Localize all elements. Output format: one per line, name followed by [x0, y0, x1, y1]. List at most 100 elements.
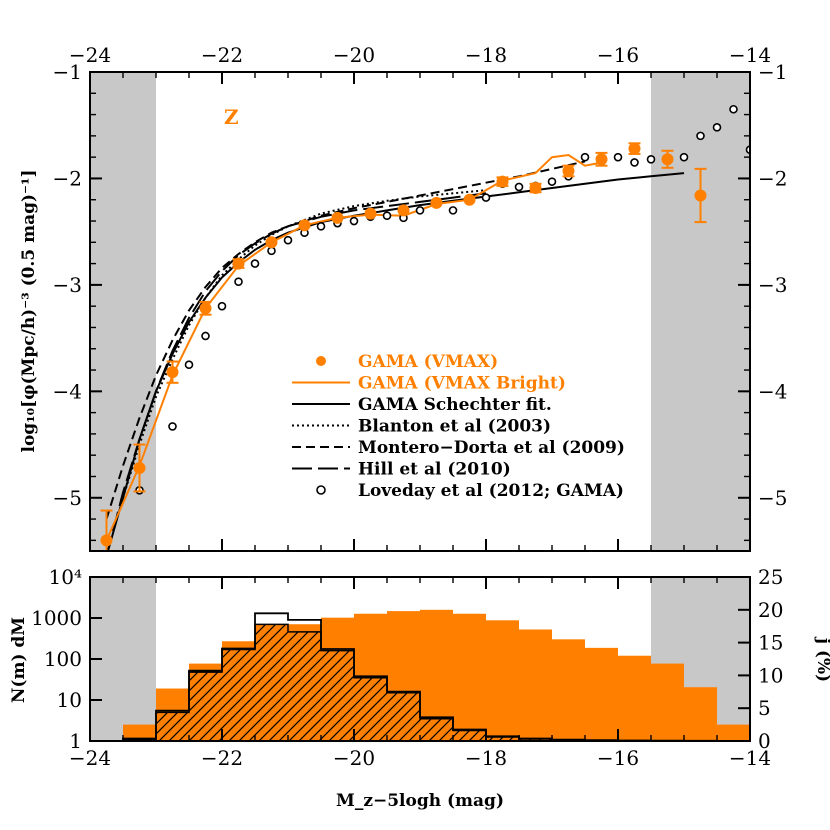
vmax-point — [298, 219, 311, 232]
legend-label: Hill et al (2010) — [358, 460, 511, 480]
legend-swatch-loveday — [316, 485, 326, 495]
loveday-point — [729, 104, 738, 114]
loveday-point — [630, 158, 639, 167]
top-y-tick-label-right: −5 — [758, 486, 787, 510]
count-bar — [156, 712, 189, 741]
j-percent-bar — [552, 639, 585, 741]
vmax-point — [100, 534, 113, 547]
top-x-tick-label: −14 — [729, 43, 771, 67]
top-y-tick-label-left: −3 — [53, 273, 82, 297]
curve-montero-dorta-et-al-2009- — [105, 160, 586, 520]
vmax-point — [166, 366, 179, 379]
count-bar — [420, 718, 453, 741]
vmax-point — [595, 153, 608, 166]
bottom-x-tick-label: −16 — [597, 746, 639, 770]
count-bar — [387, 692, 420, 741]
top-x-tick-label: −22 — [201, 43, 243, 67]
vmax-point — [397, 204, 410, 217]
top-y-tick-label-right: −4 — [758, 379, 787, 403]
loveday-point — [415, 206, 425, 215]
j-percent-bar — [618, 655, 651, 741]
loveday-point — [201, 331, 210, 341]
vmax-point — [133, 461, 146, 474]
shade-region-top-1 — [651, 72, 750, 551]
count-bar — [486, 737, 519, 741]
vmax-point — [529, 182, 542, 195]
loveday-point — [349, 216, 359, 226]
panel-label: Z — [224, 105, 239, 129]
legend-label: Loveday et al (2012; GAMA) — [358, 481, 624, 501]
bottom-panel-ticks: −24 −22 −20 −18 −16 −14 1 10 100 1000 10⁴ 0 5 10 15 20 2… — [31, 565, 783, 770]
loveday-point — [696, 131, 705, 141]
j-percent-bar — [453, 613, 486, 741]
loveday-point — [283, 235, 293, 245]
bottom-left-y-tick-label: 1 — [69, 729, 82, 753]
top-x-tick-label: −24 — [69, 43, 111, 67]
bottom-left-y-axis-label: N(m) dM — [9, 617, 29, 703]
bottom-x-tick-label: −18 — [465, 746, 507, 770]
top-y-tick-label-right: −1 — [758, 60, 787, 84]
bottom-right-y-tick-label: 0 — [758, 729, 771, 753]
count-bar — [321, 650, 354, 741]
histogram-bars — [122, 609, 750, 741]
vmax-point — [496, 175, 509, 188]
top-x-tick-label: −16 — [597, 43, 639, 67]
x-axis-label: M_z−5logh (mag) — [336, 791, 504, 811]
top-y-tick-label-left: −2 — [53, 166, 82, 190]
loveday-point — [613, 152, 623, 162]
loveday-point — [712, 123, 722, 132]
count-bar — [189, 672, 222, 741]
vmax-point — [694, 189, 707, 202]
luminosity-function-panel: −24 −22 −20 −18 −16 −14 −5 −5 −4 −4 −3 −3 −2 −2 −1 −1 Z… — [19, 43, 787, 552]
legend: GAMA (VMAX)GAMA (VMAX Bright)GAMA Schech… — [292, 352, 625, 501]
loveday-point — [250, 259, 260, 268]
j-percent-bar — [684, 687, 717, 741]
loveday-point — [217, 301, 227, 311]
legend-label: Montero−Dorta et al (2009) — [358, 438, 625, 458]
bottom-left-y-tick-label: 10 — [57, 688, 82, 712]
loveday-point — [168, 422, 177, 431]
loveday-point — [184, 360, 194, 370]
curve-hill-et-al-2010- — [106, 192, 487, 551]
count-bar — [354, 677, 387, 741]
top-panel-ticks: −24 −22 −20 −18 −16 −14 −5 −5 −4 −4 −3 −3 −2 −2 −1 −1 — [53, 43, 787, 551]
bottom-right-y-tick-label: 5 — [758, 696, 771, 720]
top-y-axis-label: log₁₀[φ(Mpc/h)⁻³ (0.5 mag)⁻¹] — [19, 170, 39, 453]
loveday-point — [234, 277, 243, 286]
top-y-tick-label-right: −3 — [758, 273, 787, 297]
legend-label: Blanton et al (2003) — [358, 417, 551, 437]
bottom-left-y-tick-label: 1000 — [31, 606, 82, 630]
bottom-right-y-tick-label: 20 — [758, 598, 783, 622]
vmax-point — [199, 302, 212, 315]
bottom-x-tick-label: −14 — [729, 746, 771, 770]
vmax-point — [232, 257, 245, 270]
top-x-tick-label: −20 — [333, 43, 375, 67]
bottom-x-tick-label: −20 — [333, 746, 375, 770]
bottom-right-y-tick-label: 10 — [758, 663, 783, 687]
j-percent-bar — [717, 724, 750, 741]
loveday-point — [580, 152, 590, 162]
count-bar — [288, 631, 321, 741]
bottom-right-y-axis-label: j (%) — [813, 636, 830, 682]
top-y-tick-label-right: −2 — [758, 166, 787, 190]
bottom-right-y-tick-label: 15 — [758, 631, 783, 655]
legend-label: GAMA (VMAX) — [358, 352, 498, 372]
loveday-point — [481, 193, 491, 202]
vmax-point — [562, 164, 575, 177]
bottom-x-tick-label: −24 — [69, 746, 111, 770]
loveday-point — [514, 182, 524, 192]
shade-region-top-0 — [90, 72, 156, 551]
loveday-point — [646, 154, 656, 164]
j-percent-bar — [585, 647, 618, 741]
legend-swatch-vmax — [316, 356, 326, 366]
j-percent-bar — [519, 629, 552, 741]
count-bar — [453, 730, 486, 741]
loveday-point — [448, 206, 458, 215]
vmax-point — [364, 207, 377, 220]
count-bar — [222, 649, 255, 741]
loveday-point — [547, 177, 557, 186]
vmax-point — [430, 196, 443, 209]
bottom-right-y-tick-label: 25 — [758, 565, 783, 589]
j-percent-bar — [651, 663, 684, 741]
